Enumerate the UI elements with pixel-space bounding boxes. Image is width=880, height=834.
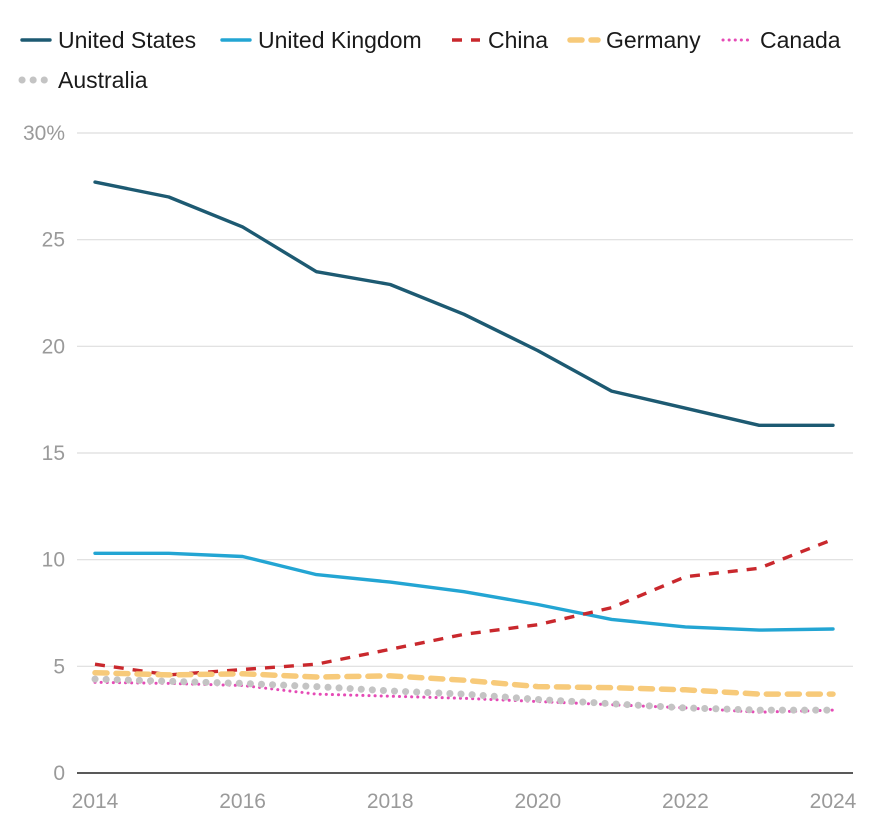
x-tick-label: 2016: [219, 790, 266, 813]
x-axis-ticks: 2014 2016 2018 2020 2022 2024: [72, 790, 857, 813]
legend-item-germany: Germany: [567, 27, 701, 53]
y-tick-label: 5: [53, 655, 65, 678]
series-line-australia: [91, 675, 837, 714]
y-tick-label: 0: [53, 762, 65, 785]
x-tick-label: 2018: [367, 790, 414, 813]
gridlines: [77, 132, 853, 667]
legend-label: United Kingdom: [258, 27, 422, 53]
y-tick-label: 20: [42, 335, 65, 358]
y-tick-label: 10: [42, 549, 65, 572]
series-line-united-states: [93, 180, 835, 427]
series-line-germany: [92, 669, 836, 697]
y-tick-label: 25: [42, 229, 65, 252]
legend-item-united-states: United States: [20, 27, 196, 53]
legend-item-australia: Australia: [18, 67, 148, 93]
series-line-united-kingdom: [93, 551, 835, 632]
series-line-canada: [93, 680, 835, 714]
series-lines: [91, 180, 837, 714]
legend-label: United States: [58, 27, 196, 53]
y-tick-label: 15: [42, 442, 65, 465]
series-line-china: [94, 537, 834, 677]
legend-item-china: China: [452, 27, 548, 53]
x-tick-label: 2014: [72, 790, 119, 813]
legend-label: Australia: [58, 67, 148, 93]
legend-label: China: [488, 27, 548, 53]
x-tick-label: 2020: [514, 790, 561, 813]
x-tick-label: 2022: [662, 790, 709, 813]
y-tick-label: 30%: [23, 122, 65, 145]
legend-label: Germany: [606, 27, 701, 53]
legend-item-canada: Canada: [721, 27, 841, 53]
legend-item-united-kingdom: United Kingdom: [220, 27, 422, 53]
x-tick-label: 2024: [810, 790, 857, 813]
legend-label: Canada: [760, 27, 841, 53]
y-axis-ticks: 0 5 10 15 20 25 30%: [23, 122, 65, 785]
legend: United States United Kingdom China Germany C…: [18, 27, 841, 93]
